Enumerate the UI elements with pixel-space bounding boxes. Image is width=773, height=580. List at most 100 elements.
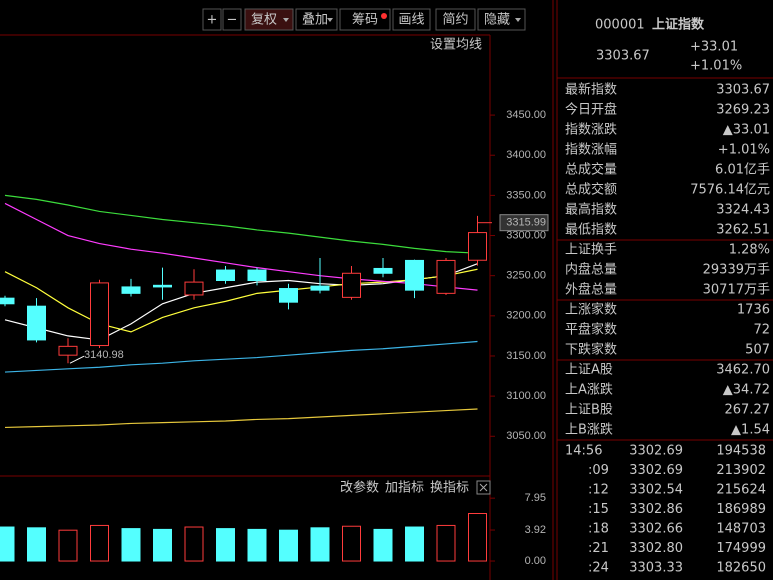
candle-body	[184, 281, 204, 296]
tick-price: 3302.69	[629, 444, 683, 459]
tick-price: 3302.69	[629, 463, 683, 478]
toolbar-button[interactable]: 隐藏	[484, 13, 510, 28]
tick-time: :09	[588, 463, 609, 478]
quote-label: 平盘家数	[565, 322, 617, 338]
quote-label: 上A涨跌	[565, 382, 613, 398]
quote-label: 上证B股	[565, 403, 613, 418]
candle-body	[310, 285, 330, 291]
quote-label: 指数涨幅	[565, 143, 617, 158]
indicator-button[interactable]: 换指标	[430, 481, 469, 496]
toolbar-button[interactable]: −	[227, 13, 238, 28]
volume-bar	[468, 513, 487, 562]
dropdown-arrow	[283, 18, 289, 22]
ma-line	[4, 268, 478, 333]
indicator-button[interactable]: 加指标	[385, 481, 424, 496]
quote-value: ▲33.01	[723, 123, 770, 138]
toolbar-button-frame[interactable]	[477, 8, 526, 31]
candle-body	[436, 259, 456, 294]
toolbar-button[interactable]: 叠加	[302, 13, 328, 28]
toolbar-button[interactable]: +	[207, 13, 218, 28]
volume-bar	[405, 526, 424, 562]
quote-value: ▲34.72	[723, 383, 770, 398]
toolbar-button-frame[interactable]	[392, 8, 431, 31]
tick-time: :18	[588, 522, 609, 537]
price-tag-box	[499, 214, 549, 232]
toolbar-button-frame[interactable]	[244, 8, 294, 31]
toolbar-button-frame[interactable]	[202, 8, 222, 31]
candle-body	[27, 305, 46, 341]
close-box[interactable]	[476, 480, 491, 495]
y-tick-label: 3100.00	[506, 390, 546, 402]
quote-label: 总成交量	[565, 162, 617, 178]
candle-body	[58, 345, 78, 356]
tick-price: 3302.80	[629, 541, 683, 556]
y-tick-label: 3050.00	[506, 430, 546, 442]
volume-bar	[373, 528, 393, 562]
quote-label: 今日开盘	[565, 102, 617, 118]
stock-price: 3303.67	[596, 49, 650, 64]
close-x	[479, 483, 488, 492]
chip-dot	[381, 13, 387, 19]
ma-line	[4, 340, 478, 373]
toolbar-button[interactable]: 简约	[442, 12, 468, 28]
quote-value: 267.27	[725, 403, 771, 418]
quote-label: 外盘总量	[565, 282, 617, 298]
quote-value: ▲1.54	[731, 423, 770, 438]
ma-settings[interactable]: 设置均线	[430, 38, 482, 53]
quote-label: 上涨家数	[565, 302, 617, 318]
volume-bar	[0, 526, 15, 562]
quote-value: 507	[745, 343, 770, 358]
candle-body	[0, 297, 15, 305]
quote-value: 30717万手	[703, 283, 770, 298]
tick-time: :24	[588, 561, 609, 576]
toolbar-button-frame[interactable]	[222, 8, 242, 31]
quote-value: 29339万手	[703, 263, 770, 278]
y-tick-label: 0.00	[525, 555, 546, 567]
quote-label: 上证换手	[565, 243, 617, 258]
quote-value: 1.28%	[729, 243, 770, 258]
quote-value: 3303.67	[716, 83, 770, 98]
candle-body	[90, 282, 109, 347]
candle-body	[468, 232, 487, 261]
tick-time: 14:56	[565, 444, 602, 459]
y-tick-label: 3350.00	[506, 189, 546, 201]
toolbar-button-frame[interactable]	[339, 8, 391, 31]
tick-time: :21	[588, 541, 609, 556]
dropdown-arrow	[515, 18, 521, 22]
volume-bar	[184, 526, 204, 562]
tick-time: :12	[588, 483, 609, 498]
volume-bar	[216, 528, 235, 562]
toolbar-button[interactable]: 筹码	[352, 12, 378, 28]
quote-value: 72	[753, 323, 770, 338]
candle-body	[121, 286, 141, 294]
indicator-button[interactable]: 改参数	[340, 480, 379, 496]
tick-price: 3302.66	[629, 522, 683, 537]
quote-value: 7576.14亿元	[690, 183, 770, 198]
volume-bar	[58, 529, 78, 562]
tick-time: :15	[588, 502, 609, 517]
ma-line	[4, 263, 478, 341]
toolbar-button-frame[interactable]	[295, 8, 338, 31]
tick-volume: 186989	[716, 502, 766, 517]
tick-volume: 174999	[716, 541, 766, 556]
low-annotation: 3140.98	[84, 349, 124, 361]
toolbar-button-frame[interactable]	[435, 8, 476, 31]
tick-volume: 213902	[716, 463, 766, 478]
quote-value: 1736	[737, 303, 770, 318]
tick-volume: 148703	[716, 522, 766, 537]
y-tick-label: 3200.00	[506, 310, 546, 322]
quote-label: 最高指数	[565, 202, 617, 218]
stock-name: 上证指数	[652, 17, 705, 33]
candle-body	[342, 272, 361, 298]
y-tick-label: 3300.00	[506, 229, 546, 241]
ma-line	[4, 408, 478, 429]
tick-volume: 215624	[716, 483, 766, 498]
quote-label: 下跌家数	[565, 342, 617, 358]
quote-label: 内盘总量	[565, 262, 617, 278]
toolbar-button[interactable]: 复权	[251, 12, 277, 28]
tick-volume: 182650	[716, 561, 766, 576]
toolbar-button[interactable]: 画线	[398, 13, 424, 28]
quote-label: 最新指数	[565, 82, 617, 98]
volume-bar	[121, 528, 141, 562]
